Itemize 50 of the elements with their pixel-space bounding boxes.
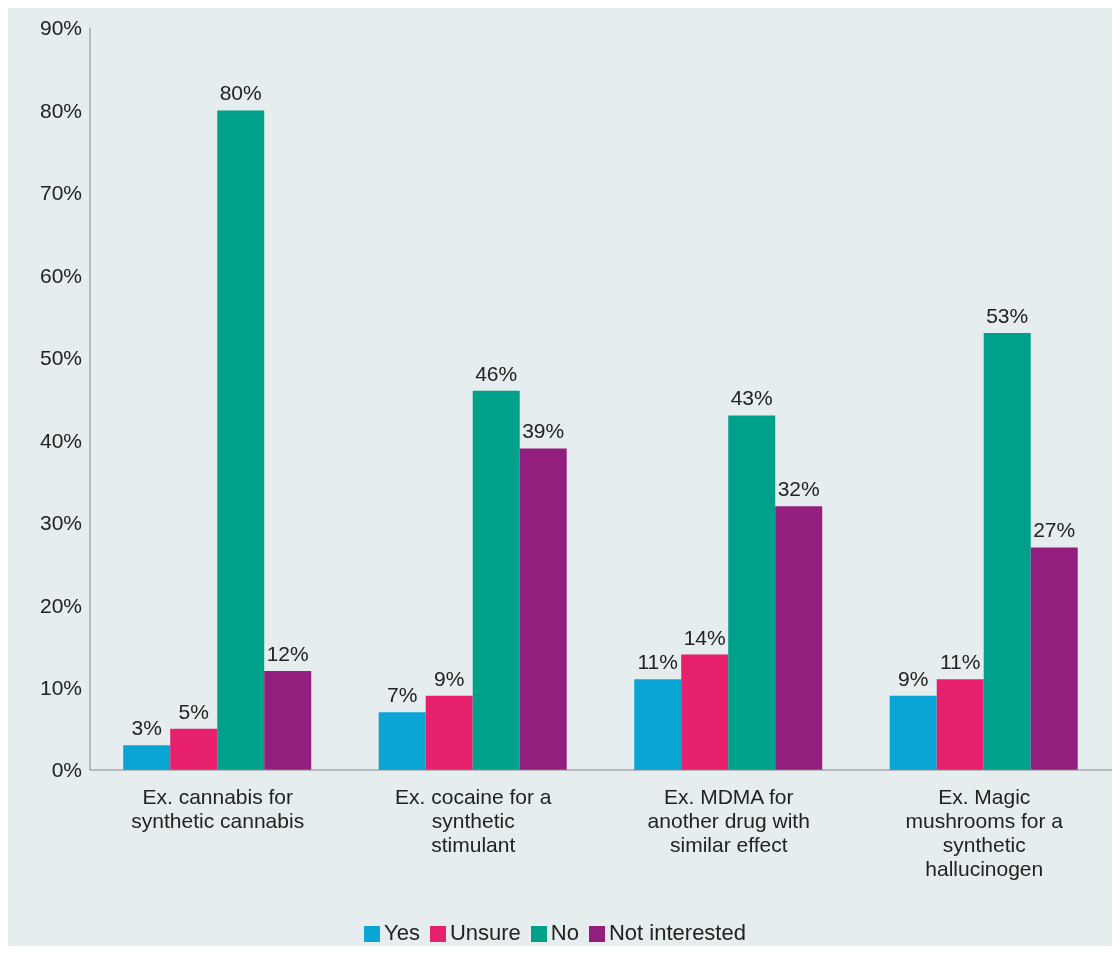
data-label: 46% xyxy=(475,361,518,385)
data-label: 9% xyxy=(434,666,465,690)
x-tick-label: Ex. MDMA for another drug with similar effect xyxy=(647,785,810,856)
bar xyxy=(728,415,776,770)
bar xyxy=(889,695,937,770)
y-tick-label: 30% xyxy=(39,511,82,535)
bar xyxy=(1030,547,1078,770)
bar xyxy=(378,712,426,770)
x-tick-label: Ex. cannabis for synthetic cannabis xyxy=(131,785,305,832)
bar xyxy=(519,448,567,770)
bar xyxy=(681,654,729,770)
y-tick-label: 70% xyxy=(39,181,82,205)
legend-label: Yes xyxy=(384,920,420,945)
bar xyxy=(983,333,1031,770)
y-tick-label: 50% xyxy=(39,346,82,370)
y-tick-label: 40% xyxy=(39,428,82,452)
bar xyxy=(217,110,265,770)
y-tick-label: 80% xyxy=(39,98,82,122)
bar xyxy=(775,506,823,770)
data-label: 80% xyxy=(219,81,262,105)
bar xyxy=(170,728,218,770)
bar xyxy=(123,745,171,770)
data-label: 27% xyxy=(1033,518,1076,542)
data-label: 11% xyxy=(637,650,678,674)
data-label: 9% xyxy=(898,666,929,690)
data-label: 3% xyxy=(131,716,162,740)
legend-label: Unsure xyxy=(449,920,521,945)
y-tick-label: 90% xyxy=(39,16,82,40)
x-tick-label: Ex. cocaine for a synthetic stimulant xyxy=(395,785,552,856)
y-tick-label: 60% xyxy=(39,263,82,287)
data-label: 12% xyxy=(266,642,309,666)
x-tick-label: Ex. Magic mushrooms for a synthetic hallucinogen xyxy=(905,785,1064,880)
data-label: 43% xyxy=(730,386,773,410)
bar xyxy=(425,695,473,770)
data-label: 5% xyxy=(178,699,209,723)
y-tick-label: 0% xyxy=(51,758,82,782)
data-label: 14% xyxy=(683,625,726,649)
data-label: 39% xyxy=(522,419,565,443)
bar xyxy=(264,671,312,770)
bar xyxy=(634,679,682,770)
data-label: 11% xyxy=(939,650,981,674)
y-tick-label: 20% xyxy=(39,593,82,617)
y-tick-label: 10% xyxy=(39,676,82,700)
legend-label: Not interested xyxy=(608,920,746,945)
bar xyxy=(472,390,520,770)
bar xyxy=(936,679,984,770)
data-label: 32% xyxy=(777,477,820,501)
legend-label: No xyxy=(550,920,579,945)
data-label: 53% xyxy=(986,304,1029,328)
data-label: 7% xyxy=(387,683,418,707)
